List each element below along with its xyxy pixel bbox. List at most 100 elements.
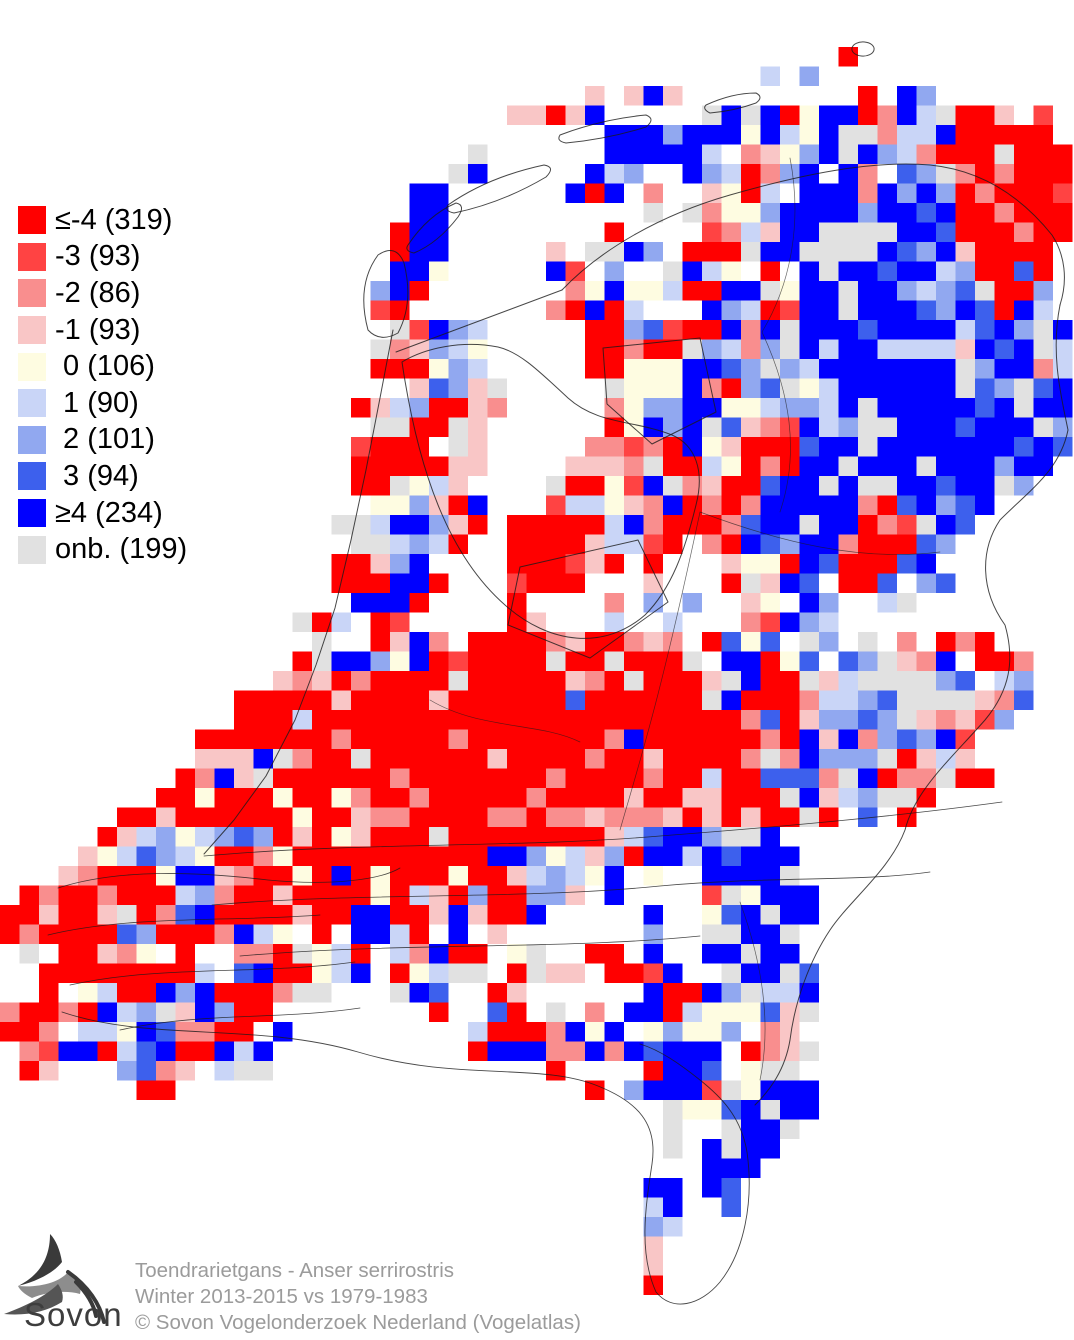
grid-cell — [721, 944, 741, 964]
grid-cell — [663, 125, 683, 145]
grid-cell — [468, 866, 488, 886]
grid-cell — [799, 593, 819, 613]
grid-cell — [897, 417, 917, 437]
grid-cell — [409, 807, 429, 827]
grid-cell — [780, 339, 800, 359]
grid-cell — [955, 768, 975, 788]
grid-cell — [292, 612, 312, 632]
grid-cell — [721, 866, 741, 886]
grid-cell — [916, 554, 936, 574]
grid-cell — [370, 339, 390, 359]
grid-cell — [780, 924, 800, 944]
grid-cell — [663, 1119, 683, 1139]
grid-cell — [175, 807, 195, 827]
grid-cell — [409, 788, 429, 808]
grid-cell — [858, 164, 878, 184]
grid-cell — [741, 144, 761, 164]
grid-cell — [39, 963, 59, 983]
grid-cell — [682, 203, 702, 223]
grid-cell — [721, 846, 741, 866]
grid-cell — [1014, 456, 1034, 476]
grid-cell — [799, 359, 819, 379]
grid-cell — [526, 651, 546, 671]
grid-cell — [721, 573, 741, 593]
grid-cell — [799, 963, 819, 983]
grid-cell — [604, 261, 624, 281]
grid-cell — [741, 359, 761, 379]
grid-cell — [565, 710, 585, 730]
grid-cell — [370, 885, 390, 905]
grid-cell — [409, 944, 429, 964]
grid-cell — [760, 437, 780, 457]
grid-cell — [936, 222, 956, 242]
grid-cell — [819, 749, 839, 769]
grid-cell — [858, 788, 878, 808]
grid-cell — [702, 378, 722, 398]
grid-cell — [702, 515, 722, 535]
grid-cell — [117, 846, 137, 866]
legend-item: 2 (101) — [18, 422, 187, 459]
grid-cell — [39, 1061, 59, 1081]
grid-cell — [799, 807, 819, 827]
grid-cell — [721, 534, 741, 554]
grid-cell — [838, 437, 858, 457]
river-rhine — [203, 801, 1003, 857]
grid-cell — [682, 827, 702, 847]
grid-cell — [799, 749, 819, 769]
grid-cell — [799, 242, 819, 262]
grid-cell — [604, 671, 624, 691]
grid-cell — [897, 788, 917, 808]
grid-cell — [819, 554, 839, 574]
grid-cell — [351, 827, 371, 847]
grid-cell — [682, 983, 702, 1003]
grid-cell — [507, 632, 527, 652]
grid-cell — [721, 164, 741, 184]
grid-cell — [741, 768, 761, 788]
grid-cell — [195, 1002, 215, 1022]
grid-cell — [643, 339, 663, 359]
grid-cell — [429, 1002, 449, 1022]
grid-cell — [819, 788, 839, 808]
grid-cell — [1014, 125, 1034, 145]
grid-cell — [234, 768, 254, 788]
grid-cell — [526, 573, 546, 593]
grid-cell — [741, 983, 761, 1003]
grid-cell — [916, 300, 936, 320]
grid-cell — [292, 905, 312, 925]
grid-cell — [1033, 398, 1053, 418]
legend-label: 3 (94) — [55, 459, 139, 492]
grid-cell — [858, 222, 878, 242]
grid-cell — [468, 651, 488, 671]
grid-cell — [312, 866, 332, 886]
grid-cell — [1014, 320, 1034, 340]
grid-cell — [273, 671, 293, 691]
grid-cell — [663, 476, 683, 496]
grid-cell — [448, 378, 468, 398]
grid-cell — [468, 827, 488, 847]
grid-cell — [643, 183, 663, 203]
grid-cell — [877, 768, 897, 788]
grid-cell — [916, 222, 936, 242]
grid-cell — [682, 515, 702, 535]
grid-cell — [1053, 359, 1073, 379]
grid-cell — [351, 788, 371, 808]
grid-cell — [468, 846, 488, 866]
grid-cell — [351, 534, 371, 554]
grid-cell — [195, 885, 215, 905]
grid-cell — [253, 827, 273, 847]
grid-cell — [546, 1061, 566, 1081]
grid-cell — [780, 651, 800, 671]
grid-cell — [487, 905, 507, 925]
grid-cell — [663, 1100, 683, 1120]
grid-cell — [858, 300, 878, 320]
grid-cell — [780, 749, 800, 769]
grid-cell — [273, 963, 293, 983]
grid-cell — [409, 515, 429, 535]
grid-cell — [760, 983, 780, 1003]
grid-cell — [351, 885, 371, 905]
grid-cell — [916, 476, 936, 496]
grid-cell — [760, 144, 780, 164]
grid-cell — [273, 807, 293, 827]
grid-cell — [858, 359, 878, 379]
grid-cell — [58, 944, 78, 964]
